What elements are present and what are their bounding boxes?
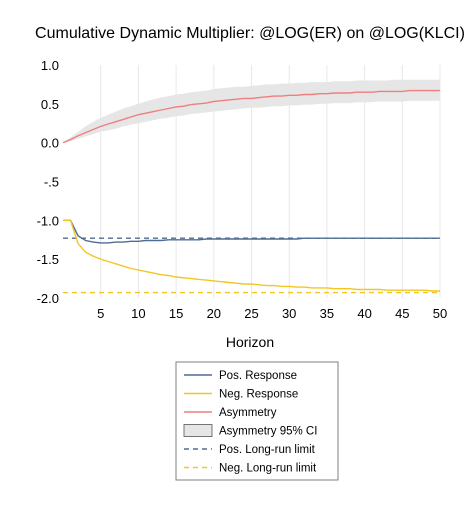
y-tick-label: -2.0 xyxy=(37,291,59,306)
legend-label: Pos. Response xyxy=(219,370,297,382)
x-tick-label: 10 xyxy=(131,306,145,321)
x-axis-label: Horizon xyxy=(226,334,274,350)
x-tick-label: 35 xyxy=(320,306,334,321)
legend-label: Neg. Response xyxy=(219,389,298,401)
legend-label: Neg. Long-run limit xyxy=(219,463,317,475)
x-tick-label: 5 xyxy=(97,306,104,321)
legend-label: Asymmetry 95% CI xyxy=(219,426,317,438)
neg-response-line xyxy=(63,219,440,292)
y-tick-label: -1.5 xyxy=(37,252,59,267)
y-tick-label: -.5 xyxy=(44,175,59,190)
x-tick-label: 50 xyxy=(433,306,447,321)
x-tick-label: 40 xyxy=(357,306,371,321)
x-tick-label: 25 xyxy=(244,306,258,321)
y-tick-label: -1.0 xyxy=(37,213,59,228)
x-tick-label: 20 xyxy=(207,306,221,321)
pos-response-line xyxy=(63,219,440,244)
legend: Pos. Response Neg. Response Asymmetry Asymm… xyxy=(175,361,339,481)
series-layer xyxy=(62,89,440,294)
legend-label: Pos. Long-run limit xyxy=(219,444,316,456)
chart-title: Cumulative Dynamic Multiplier: @LOG(ER) … xyxy=(35,25,465,42)
asymmetry-ci-band xyxy=(63,79,440,143)
y-tick-label: 1.0 xyxy=(41,58,59,73)
x-tick-label: 45 xyxy=(395,306,409,321)
legend-swatch xyxy=(183,424,213,437)
y-tick-label: 0.0 xyxy=(41,136,59,151)
legend-box xyxy=(175,361,339,481)
y-tick-label: 0.5 xyxy=(41,97,59,112)
asymmetry-line xyxy=(62,89,440,144)
x-tick-label: 30 xyxy=(282,306,296,321)
ci-band-layer xyxy=(63,79,440,143)
axes: 5 10 15 20 25 30 35 40 45 50 1.0 0.5 0.0 -.5 -1.0 -1.5 -… xyxy=(37,58,448,321)
x-tick-label: 15 xyxy=(169,306,183,321)
legend-label: Asymmetry xyxy=(219,407,277,419)
